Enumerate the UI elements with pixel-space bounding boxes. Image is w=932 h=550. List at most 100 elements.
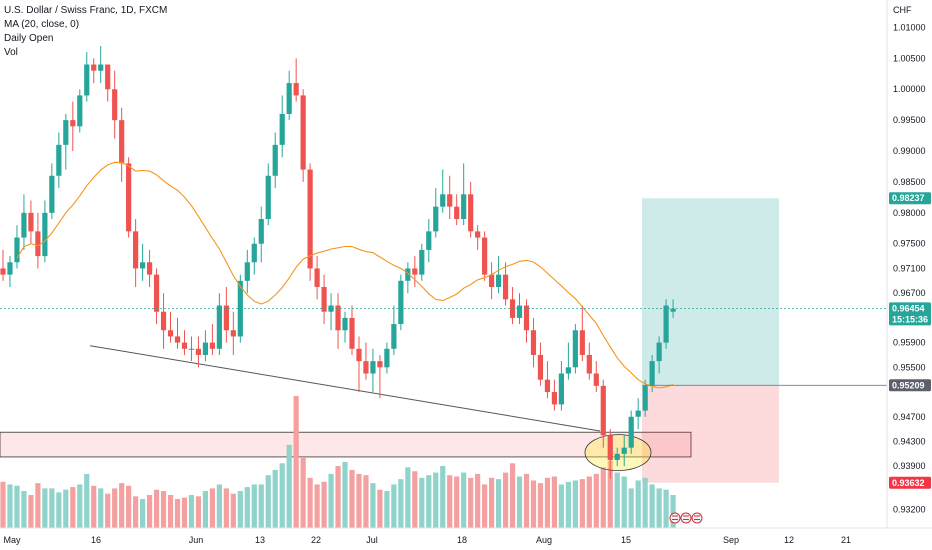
- candle-body[interactable]: [63, 120, 69, 145]
- candle-body[interactable]: [105, 64, 111, 90]
- candle-body[interactable]: [426, 231, 432, 250]
- candle-body[interactable]: [35, 231, 41, 257]
- candle-body[interactable]: [398, 280, 404, 325]
- time-axis[interactable]: May 16 Jun 13 22 Jul 18 Aug 15 Sep 12 21: [3, 535, 851, 545]
- candle-body[interactable]: [167, 330, 174, 337]
- candle-body[interactable]: [454, 206, 460, 220]
- candle-body[interactable]: [356, 348, 362, 362]
- daily-open-indicator-label[interactable]: Daily Open: [4, 33, 54, 44]
- candle-body[interactable]: [84, 64, 90, 96]
- candle-body[interactable]: [468, 194, 474, 232]
- candle-body[interactable]: [153, 274, 160, 312]
- candle-body[interactable]: [614, 453, 620, 461]
- candle-body[interactable]: [475, 231, 481, 238]
- candle-body[interactable]: [349, 317, 355, 349]
- candle-body[interactable]: [140, 262, 146, 269]
- candle-body[interactable]: [384, 348, 390, 368]
- candle-body[interactable]: [572, 330, 578, 368]
- candle-body[interactable]: [209, 342, 215, 349]
- candle-body[interactable]: [195, 348, 202, 355]
- candle-body[interactable]: [49, 175, 55, 213]
- candle-body[interactable]: [328, 305, 334, 312]
- candle-body[interactable]: [335, 305, 341, 331]
- candle-body[interactable]: [91, 64, 97, 71]
- candle-body[interactable]: [70, 120, 76, 127]
- ma-indicator-label[interactable]: MA (20, close, 0): [4, 19, 80, 30]
- candle-body[interactable]: [146, 262, 153, 275]
- candle-body[interactable]: [230, 330, 236, 337]
- candle-body[interactable]: [21, 212, 27, 238]
- candle-body[interactable]: [663, 305, 669, 343]
- candle-body[interactable]: [42, 212, 48, 257]
- candle-body[interactable]: [321, 286, 327, 312]
- candle-body[interactable]: [286, 83, 292, 114]
- candle-body[interactable]: [433, 206, 439, 232]
- candle-body[interactable]: [377, 361, 383, 368]
- candle-body[interactable]: [621, 447, 627, 454]
- candle-body[interactable]: [544, 379, 551, 393]
- candle-body[interactable]: [440, 194, 446, 207]
- candle-body[interactable]: [447, 194, 453, 207]
- candle-body[interactable]: [307, 169, 313, 269]
- candle-body[interactable]: [188, 348, 195, 350]
- us-flag-icon[interactable]: [691, 512, 703, 524]
- candle-body[interactable]: [251, 243, 257, 263]
- candle-body[interactable]: [112, 89, 118, 121]
- candle-body[interactable]: [181, 342, 188, 349]
- candle-body[interactable]: [565, 367, 571, 374]
- candle-body[interactable]: [642, 385, 648, 411]
- candle-body[interactable]: [370, 361, 376, 374]
- candle-body[interactable]: [579, 330, 585, 355]
- candle-body[interactable]: [412, 268, 418, 275]
- candle-body[interactable]: [56, 144, 62, 176]
- candle-body[interactable]: [391, 324, 397, 349]
- candle-body[interactable]: [635, 410, 641, 417]
- candle-body[interactable]: [300, 95, 306, 170]
- candle-body[interactable]: [405, 268, 411, 281]
- candle-body[interactable]: [265, 175, 271, 220]
- candle-body[interactable]: [77, 95, 83, 127]
- candle-body[interactable]: [489, 274, 495, 287]
- candle-body[interactable]: [119, 120, 125, 164]
- candle-body[interactable]: [607, 435, 613, 461]
- candle-body[interactable]: [516, 305, 523, 318]
- candle-body[interactable]: [223, 305, 229, 331]
- candle-body[interactable]: [160, 311, 167, 331]
- candle-body[interactable]: [600, 385, 606, 436]
- candle-body[interactable]: [202, 342, 209, 355]
- candle-body[interactable]: [656, 342, 662, 362]
- candle-body[interactable]: [551, 392, 558, 405]
- us-flag-icon[interactable]: [680, 512, 692, 524]
- candle-body[interactable]: [7, 262, 13, 275]
- take-profit-area[interactable]: [642, 198, 779, 386]
- candle-body[interactable]: [133, 231, 139, 269]
- us-flag-icon[interactable]: [669, 512, 681, 524]
- candle-body[interactable]: [628, 416, 634, 448]
- candle-body[interactable]: [98, 64, 104, 71]
- candle-body[interactable]: [558, 373, 564, 405]
- candle-body[interactable]: [419, 249, 425, 275]
- candle-body[interactable]: [495, 274, 502, 287]
- candle-body[interactable]: [342, 317, 348, 331]
- candle-body[interactable]: [502, 274, 509, 300]
- trendline[interactable]: [89, 345, 601, 432]
- calendar-flags[interactable]: [669, 512, 703, 524]
- candle-body[interactable]: [314, 268, 320, 287]
- candle-body[interactable]: [586, 354, 592, 374]
- candle-body[interactable]: [593, 373, 599, 386]
- candle-body[interactable]: [244, 262, 250, 281]
- candle-body[interactable]: [272, 144, 278, 176]
- volume-indicator-label[interactable]: Vol: [4, 47, 18, 58]
- candle-body[interactable]: [537, 354, 544, 380]
- candle-body[interactable]: [216, 305, 222, 349]
- candle-body[interactable]: [174, 336, 181, 343]
- candle-body[interactable]: [0, 268, 6, 275]
- candle-body[interactable]: [523, 305, 530, 331]
- candle-body[interactable]: [293, 83, 299, 96]
- candle-body[interactable]: [126, 163, 132, 232]
- candle-body[interactable]: [530, 330, 537, 355]
- candle-body[interactable]: [28, 212, 34, 232]
- highlight-ellipse[interactable]: [584, 434, 652, 472]
- symbol-title[interactable]: U.S. Dollar / Swiss Franc, 1D, FXCM: [4, 5, 168, 16]
- price-axis[interactable]: 1.01000 1.00500 1.00000 0.99500 0.99000 0.985…: [893, 22, 926, 514]
